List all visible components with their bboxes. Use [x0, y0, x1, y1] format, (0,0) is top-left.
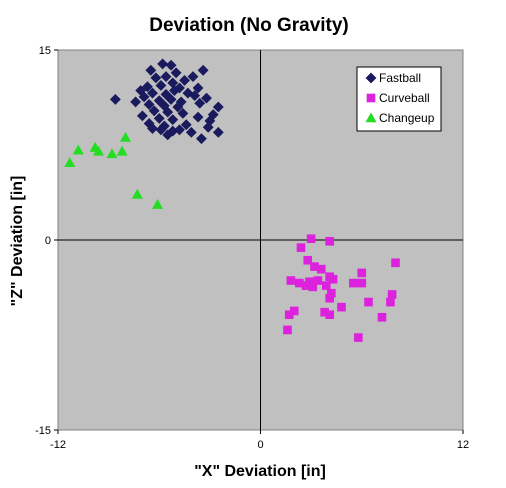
- curveball-point: [308, 282, 318, 292]
- fastball-point: [202, 121, 214, 133]
- fastball-point: [185, 126, 197, 138]
- fastball-point: [130, 96, 142, 108]
- curveball-point: [354, 333, 363, 342]
- curveball-point: [325, 293, 334, 303]
- curveball-point: [296, 243, 306, 252]
- legend-changeup-marker: [365, 112, 377, 123]
- changeup-point: [152, 198, 164, 209]
- zero-axes: [58, 50, 463, 430]
- legend-curveball-marker: [366, 93, 376, 103]
- curveball-point: [286, 276, 296, 285]
- legend-curveball-label: Curveball: [379, 91, 430, 105]
- fastball-point: [172, 101, 184, 113]
- legend-fastball-marker: [365, 72, 377, 84]
- legend: Fastball Curveball Changeup: [356, 66, 442, 132]
- curveball-point: [306, 234, 316, 244]
- fastball-point: [138, 91, 150, 103]
- curveball-point: [357, 278, 367, 288]
- curveball-point: [349, 278, 358, 288]
- fastball-point: [150, 72, 162, 84]
- x-axis-label: "X" Deviation [in]: [194, 463, 326, 480]
- fastball-point: [197, 64, 209, 76]
- changeup-point: [64, 157, 76, 168]
- curveball-point: [325, 236, 334, 246]
- legend-fastball-label: Fastball: [379, 71, 421, 85]
- fastball-point: [136, 110, 148, 122]
- curveball-point: [377, 312, 387, 322]
- fastball-point: [109, 93, 121, 105]
- curveball-point: [328, 274, 338, 284]
- fastball-point: [187, 71, 199, 83]
- curveball-point: [303, 255, 313, 265]
- changeup-point: [106, 148, 118, 159]
- fastball-point: [192, 82, 204, 94]
- fastball-point: [147, 87, 158, 99]
- fastball-point: [212, 126, 224, 138]
- y-axis-label: "Z" Deviation [in]: [9, 176, 26, 307]
- fastball-point: [147, 123, 158, 134]
- changeup-point: [92, 145, 105, 156]
- y-tick-label: 0: [45, 235, 51, 247]
- fastball-point: [212, 101, 224, 113]
- fastball-point: [162, 106, 174, 118]
- fastball-point: [143, 99, 155, 110]
- fastball-point: [155, 124, 167, 136]
- changeup-point: [72, 144, 84, 155]
- fastball-point: [155, 80, 167, 91]
- fastball-point: [192, 111, 204, 123]
- chart-title: Deviation (No Gravity): [149, 15, 349, 36]
- axis-ticks: -12 0 12 15 0 -15: [35, 45, 469, 451]
- curveball-point: [337, 302, 346, 312]
- curveball-point: [313, 276, 323, 285]
- fastball-point: [148, 105, 160, 117]
- fastball-point: [145, 64, 157, 76]
- curveball-point: [325, 310, 334, 320]
- data-points: [64, 58, 400, 342]
- fastball-point: [153, 112, 165, 124]
- curveball-point: [387, 290, 397, 299]
- legend-changeup-label: Changeup: [379, 111, 435, 125]
- curveball-point: [283, 325, 292, 335]
- fastball-point: [142, 81, 153, 93]
- y-tick-label: -15: [35, 425, 51, 437]
- x-tick-label: 0: [257, 439, 263, 451]
- fastball-point: [157, 58, 169, 70]
- fastball-point: [196, 133, 207, 145]
- fastball-point: [177, 107, 189, 119]
- fastball-point: [179, 74, 190, 86]
- x-tick-label: 12: [457, 439, 469, 451]
- fastball-point: [160, 71, 172, 83]
- fastball-point: [180, 119, 192, 131]
- curveball-point: [322, 281, 331, 290]
- changeup-point: [116, 145, 128, 156]
- fastball-point: [170, 67, 182, 79]
- fastball-point: [201, 92, 212, 104]
- fastball-point: [167, 114, 179, 126]
- changeup-point: [119, 131, 132, 142]
- curveball-point: [386, 297, 395, 307]
- fastball-point: [165, 59, 177, 71]
- curveball-point: [391, 258, 400, 268]
- fastball-point: [174, 124, 185, 136]
- curveball-point: [316, 264, 326, 274]
- fastball-point: [165, 93, 177, 105]
- curveball-point: [357, 268, 367, 278]
- fastball-point: [189, 90, 201, 102]
- fastball-point: [169, 85, 180, 96]
- y-tick-label: 15: [39, 45, 51, 57]
- fastball-point: [194, 97, 206, 109]
- curveball-point: [364, 297, 373, 307]
- curveball-point: [284, 310, 294, 320]
- fastball-point: [162, 129, 174, 141]
- changeup-point: [131, 188, 143, 199]
- x-tick-label: -12: [50, 439, 66, 451]
